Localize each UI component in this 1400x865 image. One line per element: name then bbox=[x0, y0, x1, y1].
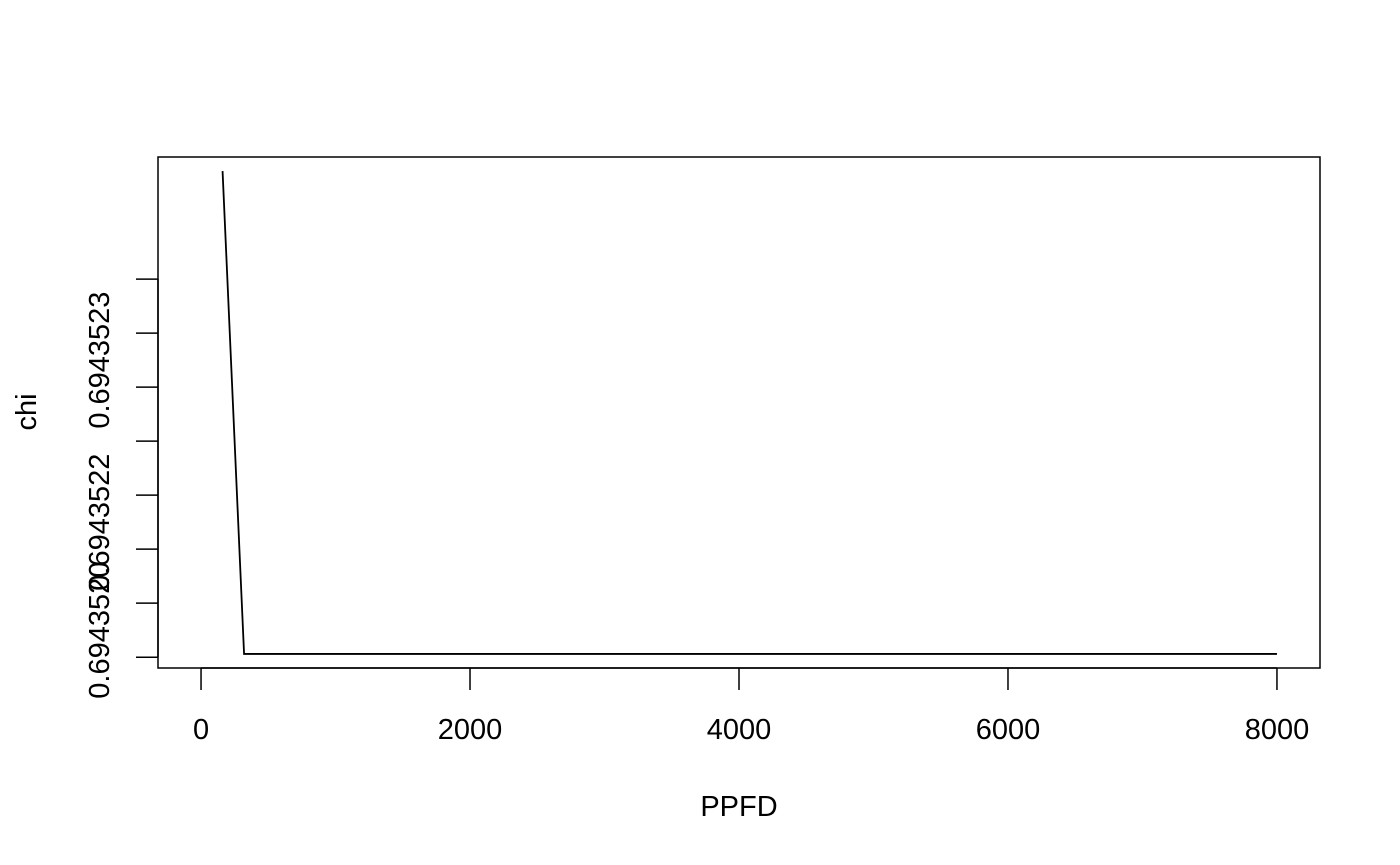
x-axis-title: PPFD bbox=[700, 791, 777, 823]
series-layer bbox=[221, 170, 1277, 655]
y-tick-label: 0.6943523 bbox=[84, 292, 116, 429]
x-tick-label: 8000 bbox=[1245, 714, 1310, 746]
plot-frame bbox=[157, 156, 1321, 669]
x-tick-label: 4000 bbox=[707, 714, 772, 746]
y-tick-label: 0.6943520 bbox=[84, 562, 116, 699]
x-tick-label: 2000 bbox=[438, 714, 503, 746]
x-axis: 0 2000 4000 6000 8000 bbox=[193, 667, 1310, 746]
series-line bbox=[221, 170, 1277, 655]
x-tick-label: 0 bbox=[193, 714, 209, 746]
y-axis-title: chi bbox=[11, 393, 43, 430]
x-tick-label: 6000 bbox=[976, 714, 1041, 746]
y-tick-label: 0.6943522 bbox=[84, 454, 116, 591]
